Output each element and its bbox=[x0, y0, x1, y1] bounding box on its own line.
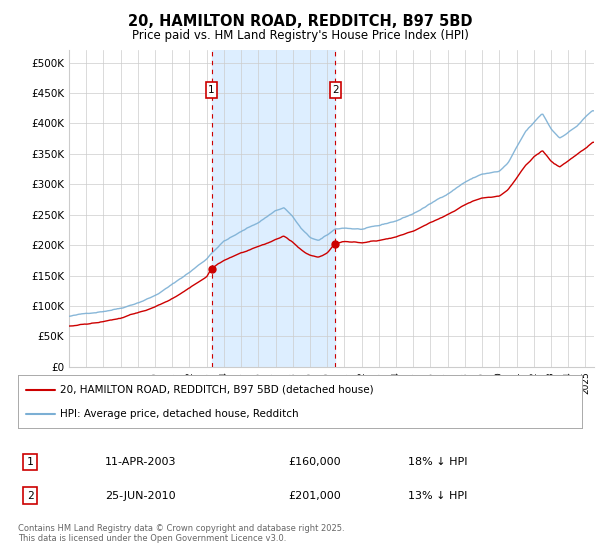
Text: 2: 2 bbox=[332, 85, 339, 95]
Text: Contains HM Land Registry data © Crown copyright and database right 2025.
This d: Contains HM Land Registry data © Crown c… bbox=[18, 524, 344, 543]
Text: £160,000: £160,000 bbox=[288, 457, 341, 467]
Text: 20, HAMILTON ROAD, REDDITCH, B97 5BD (detached house): 20, HAMILTON ROAD, REDDITCH, B97 5BD (de… bbox=[60, 385, 374, 395]
Text: 1: 1 bbox=[208, 85, 215, 95]
Text: 1: 1 bbox=[26, 457, 34, 467]
Text: Price paid vs. HM Land Registry's House Price Index (HPI): Price paid vs. HM Land Registry's House … bbox=[131, 29, 469, 42]
Text: HPI: Average price, detached house, Redditch: HPI: Average price, detached house, Redd… bbox=[60, 409, 299, 419]
Text: 25-JUN-2010: 25-JUN-2010 bbox=[105, 491, 176, 501]
Bar bbox=[212, 50, 335, 367]
Text: £201,000: £201,000 bbox=[288, 491, 341, 501]
Text: 18% ↓ HPI: 18% ↓ HPI bbox=[408, 457, 467, 467]
Text: 20, HAMILTON ROAD, REDDITCH, B97 5BD: 20, HAMILTON ROAD, REDDITCH, B97 5BD bbox=[128, 14, 472, 29]
Text: 11-APR-2003: 11-APR-2003 bbox=[105, 457, 176, 467]
Text: 2: 2 bbox=[26, 491, 34, 501]
Text: 13% ↓ HPI: 13% ↓ HPI bbox=[408, 491, 467, 501]
